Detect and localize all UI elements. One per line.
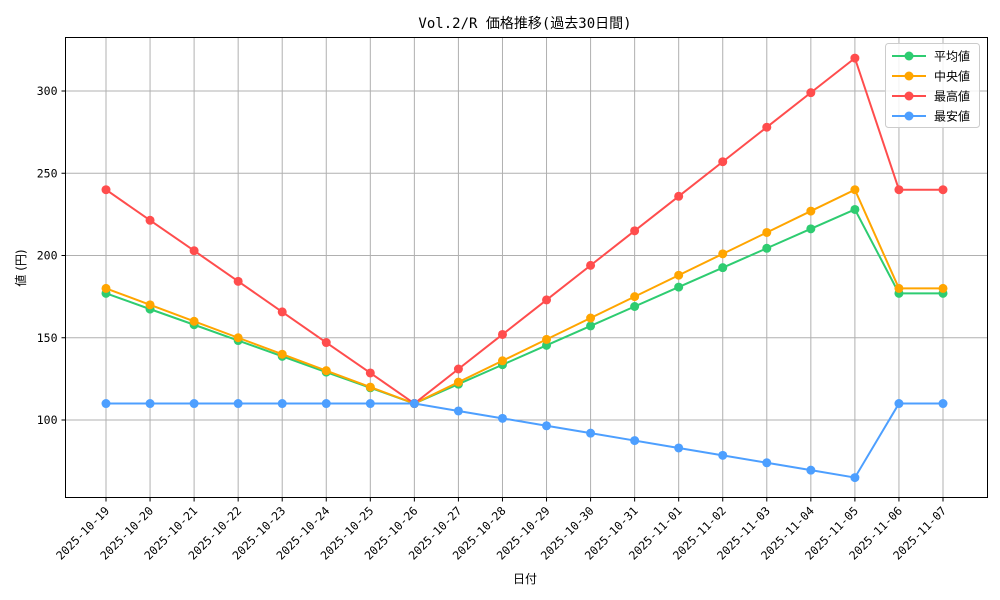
data-point xyxy=(586,313,596,323)
data-point xyxy=(806,224,816,234)
data-point xyxy=(762,243,772,253)
series-最高値 xyxy=(101,53,948,409)
data-point xyxy=(938,399,948,409)
data-point xyxy=(806,88,816,98)
series-line xyxy=(105,56,943,405)
data-point xyxy=(718,263,728,273)
data-point xyxy=(850,185,860,195)
legend-marker xyxy=(904,91,914,101)
data-point xyxy=(806,465,816,475)
series-line xyxy=(105,208,943,405)
y-tick-label: 250 xyxy=(37,166,58,180)
data-point xyxy=(586,428,596,438)
data-point xyxy=(674,443,684,453)
series-平均値 xyxy=(101,204,948,409)
y-tick-label: 100 xyxy=(37,413,58,427)
data-point xyxy=(365,382,375,392)
data-point xyxy=(850,53,860,63)
data-point xyxy=(277,349,287,359)
x-axis-ticks: 2025-10-192025-10-202025-10-212025-10-22… xyxy=(53,497,949,563)
data-point xyxy=(189,399,199,409)
data-point xyxy=(145,300,155,310)
data-point xyxy=(542,334,552,344)
data-point xyxy=(762,122,772,132)
data-point xyxy=(850,204,860,214)
chart-title: Vol.2/R 価格推移(過去30日間) xyxy=(418,16,631,32)
legend-label: 最高値 xyxy=(934,89,970,104)
data-point xyxy=(145,399,155,409)
data-point xyxy=(277,307,287,317)
legend-box xyxy=(885,43,980,128)
data-point xyxy=(453,406,463,416)
y-tick-label: 150 xyxy=(37,331,58,345)
legend-marker xyxy=(904,111,914,121)
data-point xyxy=(497,356,507,366)
data-point xyxy=(321,366,331,376)
data-point xyxy=(233,333,243,343)
data-point xyxy=(101,185,111,195)
series-line xyxy=(105,188,943,405)
data-point xyxy=(586,321,596,331)
series-layer xyxy=(101,53,948,483)
data-point xyxy=(189,246,199,256)
data-point xyxy=(365,399,375,409)
data-point xyxy=(101,399,111,409)
data-point xyxy=(850,473,860,483)
data-point xyxy=(321,338,331,348)
data-point xyxy=(321,399,331,409)
data-point xyxy=(674,270,684,280)
data-point xyxy=(938,283,948,293)
data-point xyxy=(233,399,243,409)
y-axis-ticks: 100 150 200 250 300 xyxy=(37,84,66,427)
data-point xyxy=(630,301,640,311)
data-point xyxy=(806,206,816,216)
data-point xyxy=(630,436,640,446)
data-point xyxy=(718,157,728,167)
data-point xyxy=(894,283,904,293)
legend-label: 最安値 xyxy=(934,109,970,124)
data-point xyxy=(762,458,772,468)
data-point xyxy=(497,413,507,423)
legend-marker xyxy=(904,71,914,81)
data-point xyxy=(762,227,772,237)
data-point xyxy=(542,421,552,431)
data-point xyxy=(233,276,243,286)
data-point xyxy=(630,226,640,236)
data-point xyxy=(630,292,640,302)
legend-label: 平均値 xyxy=(934,49,970,64)
legend-marker xyxy=(904,51,914,61)
data-point xyxy=(674,282,684,292)
data-point xyxy=(894,185,904,195)
grid-lines xyxy=(65,37,988,498)
data-point xyxy=(718,450,728,460)
plot-frame xyxy=(65,37,988,498)
data-point xyxy=(145,215,155,225)
y-tick-label: 300 xyxy=(37,84,58,98)
data-point xyxy=(453,364,463,374)
data-point xyxy=(409,399,419,409)
series-最安値 xyxy=(101,399,948,483)
data-point xyxy=(718,249,728,259)
data-point xyxy=(586,260,596,270)
data-point xyxy=(894,399,904,409)
data-point xyxy=(189,316,199,326)
data-point xyxy=(938,185,948,195)
data-point xyxy=(101,283,111,293)
y-axis-label: 値 (円) xyxy=(13,249,28,286)
data-point xyxy=(453,377,463,387)
data-point xyxy=(542,295,552,305)
x-axis-label: 日付 xyxy=(513,572,537,586)
data-point xyxy=(365,368,375,378)
series-line xyxy=(106,402,943,479)
data-point xyxy=(277,399,287,409)
series-中央値 xyxy=(101,185,948,409)
data-point xyxy=(674,191,684,201)
y-tick-label: 200 xyxy=(37,249,58,263)
legend-label: 中央値 xyxy=(934,69,970,84)
data-point xyxy=(497,329,507,339)
